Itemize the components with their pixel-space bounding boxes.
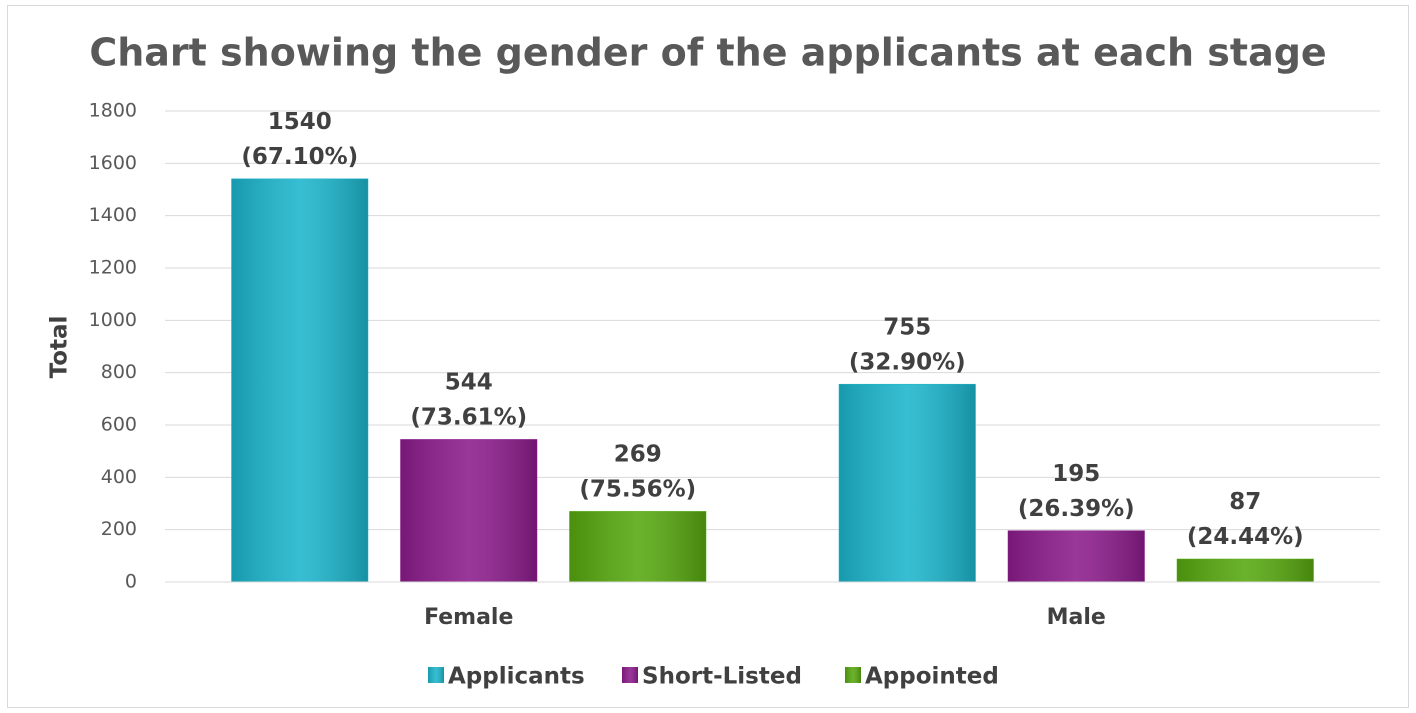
- bar: [1176, 558, 1314, 583]
- data-label-line: (26.39%): [1018, 495, 1135, 521]
- legend-swatch-shade: [428, 667, 444, 683]
- legend-swatch-shade: [845, 667, 861, 683]
- y-tick-label: 1400: [89, 204, 137, 226]
- bar: [569, 511, 707, 583]
- data-label-line: 544: [445, 369, 493, 395]
- legend-label: Appointed: [865, 664, 999, 690]
- legend-label: Short-Listed: [642, 664, 802, 690]
- data-label-line: 755: [883, 314, 931, 340]
- y-tick-label: 800: [101, 361, 137, 383]
- legend-swatch-shade: [622, 667, 638, 683]
- data-label-line: 195: [1052, 460, 1100, 486]
- data-label-line: (73.61%): [410, 404, 527, 430]
- data-label-line: (24.44%): [1187, 524, 1304, 550]
- y-tick-label: 0: [125, 571, 137, 593]
- data-label: 195 (26.39%): [1018, 460, 1135, 521]
- data-label-line: (67.10%): [241, 144, 358, 170]
- legend-label: Applicants: [448, 664, 585, 690]
- y-axis-label: Total: [47, 316, 73, 379]
- data-label: 269 (75.56%): [579, 441, 696, 502]
- y-tick-label: 1800: [89, 100, 137, 122]
- y-tick-label: 1000: [89, 309, 137, 331]
- data-label-line: (75.56%): [579, 476, 696, 502]
- y-tick-label: 1600: [89, 152, 137, 174]
- x-tick-label: Male: [1047, 605, 1106, 630]
- data-label-line: (32.90%): [849, 349, 966, 375]
- bar: [231, 178, 369, 583]
- data-label: 755 (32.90%): [849, 314, 966, 375]
- y-tick-label: 1200: [89, 257, 137, 279]
- data-label-line: 1540: [268, 109, 332, 135]
- data-label: 1540 (67.10%): [241, 109, 358, 170]
- data-label-line: 269: [614, 441, 662, 467]
- x-tick-label: Female: [424, 605, 513, 630]
- bar: [838, 383, 976, 583]
- y-tick-label: 400: [101, 466, 137, 488]
- data-label-line: 87: [1229, 489, 1261, 515]
- bar: [400, 439, 538, 583]
- bar: [1007, 530, 1145, 583]
- data-label: 87 (24.44%): [1187, 489, 1304, 550]
- y-tick-label: 200: [101, 518, 137, 540]
- y-tick-label: 600: [101, 414, 137, 436]
- chart-title: Chart showing the gender of the applican…: [89, 31, 1326, 75]
- data-label: 544 (73.61%): [410, 369, 527, 430]
